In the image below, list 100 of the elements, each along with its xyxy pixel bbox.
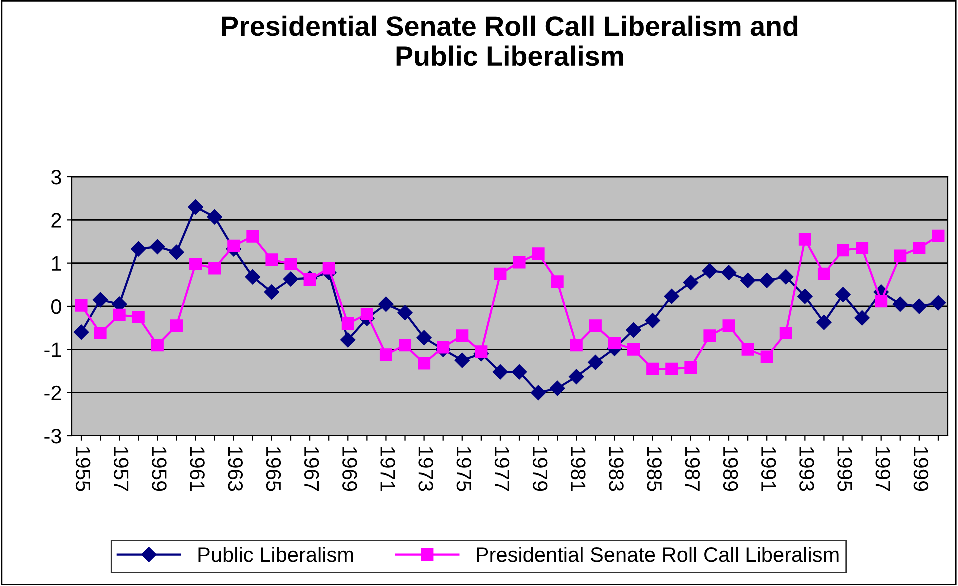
x-tick-label: 1987 (685, 447, 700, 492)
point (532, 248, 545, 260)
x-tick-label: 1995 (838, 447, 852, 492)
point (398, 305, 413, 321)
point (207, 210, 222, 225)
x-tick-label: 1971 (380, 447, 396, 492)
point (913, 242, 926, 254)
point (837, 244, 850, 257)
x-tick-label: 1975 (456, 447, 472, 492)
point (742, 343, 754, 356)
point (208, 262, 222, 275)
point (380, 348, 392, 362)
point (416, 330, 432, 346)
point (760, 350, 774, 364)
point (836, 287, 851, 302)
x-tick-label: 1993 (800, 447, 814, 492)
x-tick-label: 1961 (190, 447, 205, 492)
x-tick-label: 1967 (304, 447, 320, 492)
point (418, 357, 431, 370)
point (399, 339, 412, 352)
point (340, 332, 356, 348)
x-tick-label: 1999 (914, 447, 929, 492)
point (322, 262, 336, 275)
point (740, 273, 756, 288)
point (892, 296, 908, 312)
point (930, 295, 946, 311)
point (778, 270, 794, 285)
point (894, 250, 907, 262)
point (494, 268, 507, 280)
x-tick-label: 1983 (609, 447, 624, 492)
y-tick-label: -1 (44, 342, 62, 358)
point (454, 352, 470, 368)
chart-title: Presidential Senate Roll Call Liberalism and Public Liberalism (222, 16, 798, 66)
y-tick-label: 2 (52, 213, 62, 228)
point (113, 308, 126, 322)
point (513, 256, 526, 269)
x-tick-label: 1955 (76, 447, 91, 492)
x-tick-label: 1979 (532, 447, 548, 492)
point (702, 264, 718, 279)
point (284, 258, 298, 270)
point (94, 327, 107, 340)
y-tick-label: 0 (52, 300, 62, 314)
x-tick-label: 1969 (342, 447, 358, 492)
x-tick-label: 1991 (761, 447, 776, 492)
point (816, 314, 832, 330)
point (798, 233, 812, 246)
point (342, 318, 354, 330)
point (854, 310, 870, 326)
point (378, 296, 394, 312)
point (512, 364, 528, 380)
point (646, 362, 660, 376)
point (492, 364, 508, 380)
point (912, 298, 928, 314)
point (188, 200, 204, 215)
point (722, 320, 736, 332)
point (608, 336, 621, 350)
point (589, 320, 602, 332)
point (246, 230, 260, 243)
point (798, 289, 813, 304)
point (75, 299, 88, 312)
x-tick-label: 1997 (876, 447, 891, 492)
point (264, 284, 280, 300)
x-tick-label: 1963 (228, 447, 244, 492)
point (684, 362, 698, 374)
point (74, 324, 90, 340)
point (169, 244, 184, 260)
point (760, 273, 775, 288)
point (475, 346, 488, 358)
point (304, 273, 316, 286)
point (437, 341, 450, 354)
x-tick-label: 1977 (494, 447, 510, 492)
point (530, 385, 546, 400)
point (551, 276, 564, 288)
point (932, 230, 945, 242)
point (228, 240, 240, 252)
point (569, 369, 584, 384)
point (360, 308, 374, 321)
legend-label: Public Liberalism (198, 546, 354, 562)
point (664, 289, 680, 304)
x-tick-label: 1973 (418, 447, 434, 492)
x-tick-label: 1981 (571, 447, 586, 492)
y-tick-label: 3 (51, 170, 62, 185)
point (190, 258, 202, 270)
y-tick-label: 1 (52, 256, 62, 271)
x-tick-label: 1959 (152, 447, 167, 492)
point (704, 330, 716, 342)
point (150, 239, 166, 254)
point (245, 270, 260, 285)
x-tick-label: 1985 (647, 447, 662, 492)
point (550, 380, 566, 396)
y-tick-label: -2 (44, 386, 62, 400)
point (628, 343, 640, 356)
point (92, 292, 108, 308)
point (132, 311, 145, 324)
x-tick-label: 1965 (266, 447, 282, 492)
point (588, 355, 604, 370)
point (856, 242, 869, 254)
point (456, 330, 469, 342)
point (570, 339, 583, 352)
point (818, 268, 830, 280)
